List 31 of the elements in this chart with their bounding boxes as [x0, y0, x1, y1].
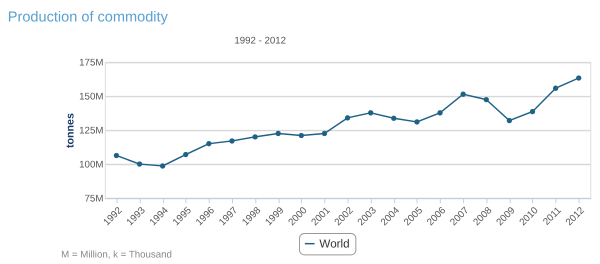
point	[437, 110, 443, 116]
y-tick-label: 150M	[79, 91, 104, 102]
y-tick-label: 100M	[79, 159, 104, 170]
point	[322, 130, 328, 136]
point	[183, 152, 188, 158]
point	[298, 132, 304, 138]
y-axis-title: tonnes	[64, 113, 76, 148]
point	[136, 161, 142, 167]
point	[206, 141, 212, 146]
point	[414, 119, 420, 125]
point	[368, 110, 374, 116]
y-tick-label: 75M	[84, 193, 104, 204]
point	[576, 75, 582, 81]
point	[114, 152, 120, 158]
y-tick-label: 125M	[79, 125, 104, 136]
point	[460, 92, 466, 97]
point	[484, 96, 489, 102]
point	[530, 108, 536, 114]
legend-label: World	[319, 238, 350, 251]
point	[506, 118, 512, 124]
point	[391, 116, 396, 121]
point	[552, 86, 558, 91]
chart-subtitle: 1992 - 2012	[234, 36, 286, 47]
chart-title: Production of commodity	[8, 9, 169, 26]
point	[160, 163, 166, 169]
point	[276, 130, 281, 136]
text: M = Million, k = Thousand	[61, 249, 172, 260]
point	[229, 138, 235, 144]
point	[252, 134, 258, 140]
point	[344, 115, 350, 120]
y-tick-label: 175M	[79, 58, 104, 69]
